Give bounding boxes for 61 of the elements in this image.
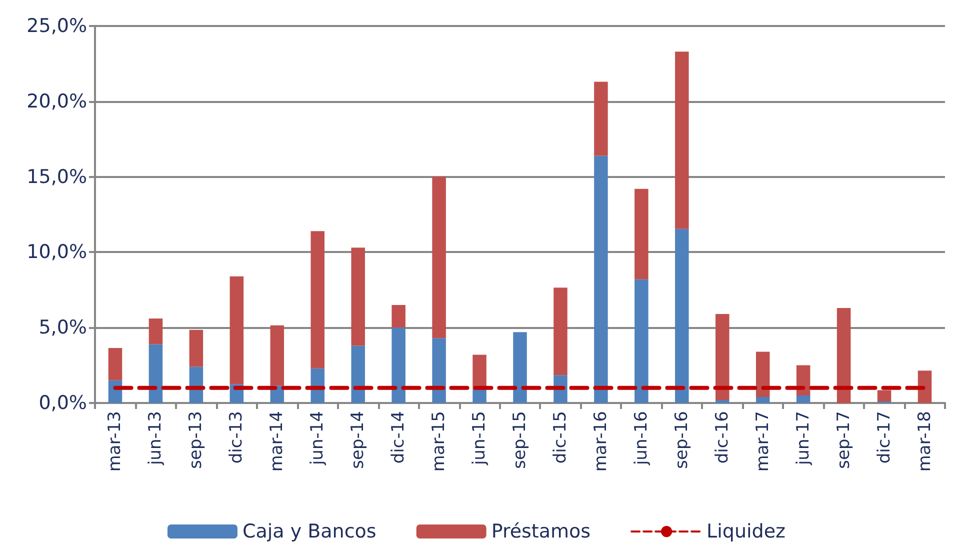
bar (877, 390, 892, 402)
bar (472, 389, 486, 403)
legend-label: Caja y Bancos (242, 520, 376, 542)
x-tick-label: mar-13 (105, 411, 126, 472)
bar (351, 346, 365, 403)
bar (594, 82, 608, 156)
x-tick-label: dic-17 (874, 411, 894, 464)
x-tick-label: dic-13 (226, 411, 247, 464)
x-tick-label: mar-17 (752, 411, 773, 472)
bar (108, 348, 122, 380)
bar (796, 395, 810, 403)
x-tick-label: sep-13 (186, 411, 206, 469)
bar (189, 330, 204, 367)
y-tick-label: 0,0% (38, 392, 87, 414)
bar (756, 396, 770, 403)
x-tick-label: dic-14 (388, 411, 409, 464)
bar (432, 338, 446, 403)
x-tick-label: jun-16 (631, 411, 652, 466)
x-tick-label: jun-17 (793, 411, 814, 466)
bar (351, 248, 365, 346)
bar (392, 304, 406, 328)
bar (513, 332, 527, 403)
y-tick-label: 20,0% (26, 90, 87, 112)
bar (675, 228, 689, 403)
bar (554, 288, 568, 376)
x-tick-label: mar-18 (914, 411, 935, 472)
bar (918, 370, 932, 403)
bar (634, 188, 648, 280)
x-tick-label: sep-16 (672, 411, 692, 469)
bar (270, 325, 284, 386)
x-tick-label: mar-16 (590, 411, 611, 472)
x-tick-label: dic-16 (712, 411, 732, 464)
bar (675, 52, 689, 229)
x-tick-label: sep-15 (510, 411, 530, 469)
x-tick-label: dic-15 (550, 411, 570, 464)
y-tick-label: 10,0% (26, 241, 87, 264)
bar (634, 279, 648, 403)
bar (392, 328, 406, 403)
bar (230, 276, 244, 384)
bar (594, 156, 608, 403)
x-tick-label: jun-15 (470, 411, 490, 466)
x-tick-label: mar-14 (267, 411, 288, 472)
bar (432, 176, 446, 338)
bar (716, 314, 730, 400)
bar (472, 354, 486, 390)
y-tick-label: 15,0% (26, 166, 87, 188)
bar (756, 352, 770, 397)
x-tick-label: jun-14 (308, 411, 328, 466)
bar (716, 400, 730, 403)
y-tick-label: 25,0% (26, 15, 87, 37)
bar (148, 344, 163, 403)
bar (148, 318, 163, 344)
x-tick-label: sep-17 (834, 411, 854, 469)
bar (310, 231, 324, 368)
y-tick-label: 5,0% (38, 316, 87, 339)
legend-label: Préstamos (491, 520, 591, 542)
x-tick-label: jun-13 (146, 411, 166, 466)
bar (836, 308, 851, 403)
legend-label: Liquidez (706, 520, 786, 542)
x-tick-label: mar-15 (429, 411, 450, 472)
x-tick-label: sep-14 (348, 411, 368, 469)
